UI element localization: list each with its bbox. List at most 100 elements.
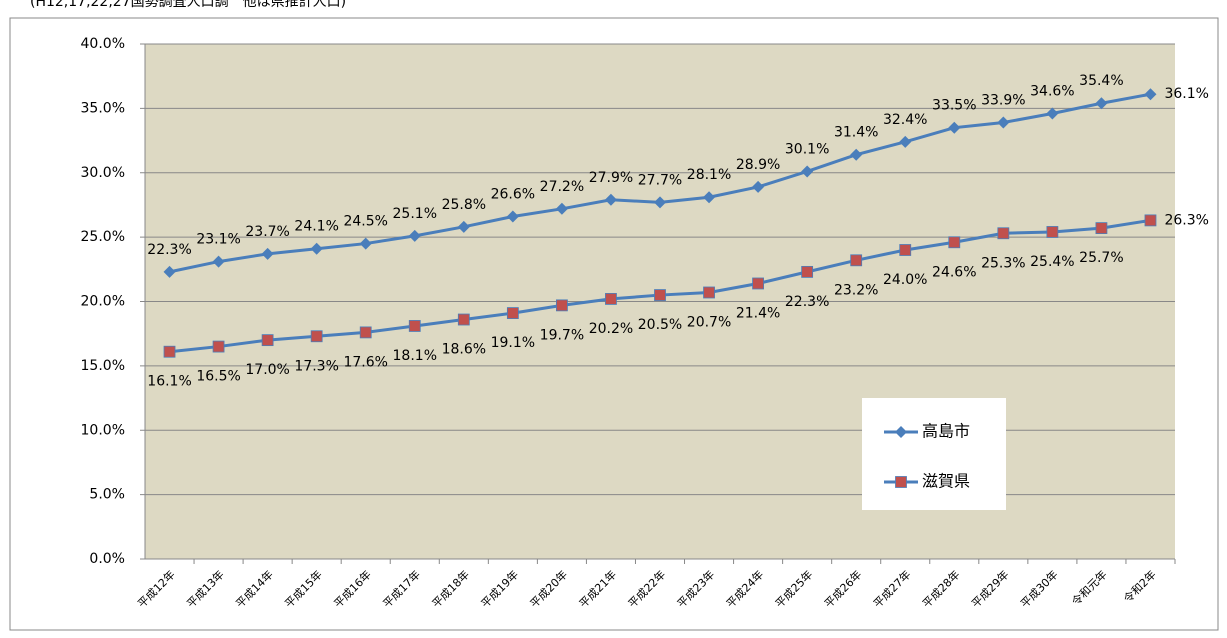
data-point bbox=[310, 242, 323, 255]
data-point bbox=[752, 277, 764, 290]
y-tick-label: 25.0% bbox=[81, 229, 125, 245]
data-label: 21.4% bbox=[736, 305, 780, 321]
data-point bbox=[899, 135, 912, 148]
data-label: 16.1% bbox=[147, 374, 191, 390]
data-point bbox=[457, 313, 470, 326]
y-tick-label: 40.0% bbox=[81, 36, 125, 52]
data-point bbox=[408, 320, 421, 332]
data-label: 26.6% bbox=[491, 187, 535, 203]
y-tick-label: 5.0% bbox=[89, 487, 125, 503]
data-label: 25.3% bbox=[981, 255, 1025, 271]
data-label: 17.3% bbox=[294, 358, 338, 374]
y-tick-label: 30.0% bbox=[81, 165, 125, 181]
data-point bbox=[997, 116, 1010, 129]
data-label: 35.4% bbox=[1079, 73, 1123, 89]
data-point bbox=[899, 244, 912, 256]
data-label: 25.7% bbox=[1079, 250, 1123, 266]
data-label: 24.1% bbox=[294, 219, 338, 235]
data-point bbox=[261, 247, 274, 260]
y-tick-label: 10.0% bbox=[81, 422, 125, 438]
data-point bbox=[604, 193, 617, 206]
data-point bbox=[605, 293, 617, 305]
data-label: 27.2% bbox=[540, 179, 584, 195]
data-point bbox=[1095, 222, 1108, 235]
data-label: 22.3% bbox=[147, 242, 191, 258]
data-label: 27.9% bbox=[589, 170, 633, 186]
data-label: 28.9% bbox=[736, 157, 780, 173]
data-label: 18.6% bbox=[442, 342, 486, 358]
y-tick-label: 0.0% bbox=[89, 551, 125, 567]
data-point bbox=[310, 330, 323, 343]
data-point bbox=[801, 265, 814, 278]
data-label: 32.4% bbox=[883, 112, 927, 128]
data-point bbox=[1144, 88, 1157, 101]
data-point bbox=[163, 345, 176, 358]
data-point bbox=[1046, 107, 1059, 120]
data-point bbox=[1046, 226, 1059, 238]
data-label: 25.8% bbox=[442, 197, 486, 213]
data-point bbox=[850, 254, 863, 267]
data-label: 24.6% bbox=[932, 264, 976, 280]
legend-marker bbox=[895, 476, 907, 488]
data-point bbox=[212, 255, 225, 268]
data-label: 36.1% bbox=[1164, 86, 1208, 102]
data-point bbox=[457, 220, 470, 233]
data-label: 20.5% bbox=[638, 317, 682, 333]
data-point bbox=[801, 165, 814, 178]
data-point bbox=[163, 265, 176, 278]
data-point bbox=[1095, 97, 1108, 110]
data-label: 22.3% bbox=[785, 294, 829, 310]
data-point bbox=[703, 286, 715, 299]
data-label: 19.1% bbox=[491, 335, 535, 351]
data-label: 24.5% bbox=[343, 214, 387, 230]
data-point bbox=[408, 229, 421, 242]
data-label: 19.7% bbox=[540, 327, 584, 343]
data-label: 25.4% bbox=[1030, 254, 1074, 270]
data-label: 23.1% bbox=[196, 232, 240, 248]
data-point bbox=[948, 236, 961, 249]
data-point bbox=[556, 299, 568, 312]
legend-label: 滋賀県 bbox=[922, 472, 970, 491]
data-point bbox=[1144, 214, 1157, 227]
data-label: 20.2% bbox=[589, 321, 633, 337]
data-label: 33.5% bbox=[932, 98, 976, 114]
y-tick-label: 20.0% bbox=[81, 294, 125, 310]
data-point bbox=[359, 237, 372, 250]
data-label: 34.6% bbox=[1030, 84, 1074, 100]
data-label: 23.7% bbox=[245, 224, 289, 240]
data-point bbox=[654, 289, 666, 301]
data-point bbox=[506, 210, 519, 223]
y-tick-label: 35.0% bbox=[81, 100, 125, 116]
legend-marker bbox=[895, 426, 907, 438]
data-point bbox=[261, 334, 274, 347]
data-label: 33.9% bbox=[981, 93, 1025, 109]
data-label: 24.0% bbox=[883, 272, 927, 288]
data-point bbox=[359, 326, 372, 339]
data-label: 20.7% bbox=[687, 314, 731, 330]
data-label: 17.0% bbox=[245, 362, 289, 378]
data-point bbox=[948, 121, 961, 134]
data-label: 23.2% bbox=[834, 282, 878, 298]
legend bbox=[862, 398, 1006, 510]
data-point bbox=[703, 191, 716, 204]
data-label: 25.1% bbox=[393, 206, 437, 222]
data-label: 31.4% bbox=[834, 125, 878, 141]
data-label: 18.1% bbox=[393, 348, 437, 364]
data-point bbox=[654, 196, 666, 209]
data-point bbox=[752, 180, 765, 193]
data-point bbox=[212, 340, 225, 353]
chart-subtitle: (H12,17,22,27国勢調査人口調 他は県推計人口) bbox=[30, 0, 346, 10]
data-point bbox=[506, 307, 519, 319]
data-label: 26.3% bbox=[1164, 212, 1208, 228]
legend-label: 高島市 bbox=[922, 422, 970, 441]
data-point bbox=[997, 227, 1010, 240]
data-label: 30.1% bbox=[785, 141, 829, 157]
data-label: 28.1% bbox=[687, 167, 731, 183]
data-point bbox=[555, 202, 568, 215]
data-label: 17.6% bbox=[343, 354, 387, 370]
data-label: 16.5% bbox=[196, 369, 240, 385]
data-label: 27.7% bbox=[638, 172, 682, 188]
y-tick-label: 15.0% bbox=[81, 358, 125, 374]
data-point bbox=[850, 148, 863, 161]
